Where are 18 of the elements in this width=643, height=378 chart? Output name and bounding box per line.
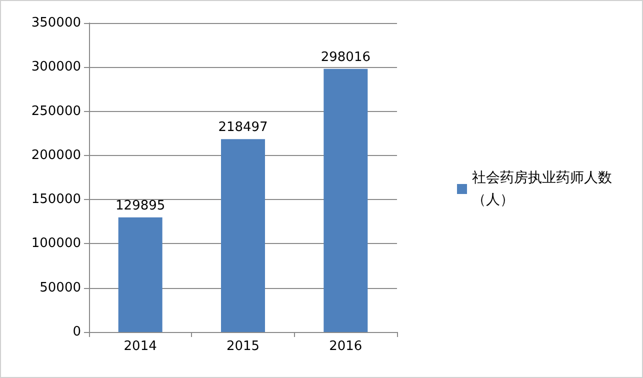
bar	[324, 68, 368, 332]
bar	[221, 139, 265, 332]
y-tick-label: 150000	[31, 192, 81, 208]
x-tick-label: 2015	[226, 339, 260, 354]
data-label: 129895	[116, 198, 166, 214]
data-label: 298016	[320, 50, 370, 65]
y-tick-label: 250000	[31, 104, 81, 119]
bar	[118, 217, 162, 332]
legend-label: 社会药房执业药师人数（人）	[472, 170, 612, 208]
x-tick-label: 2014	[124, 339, 157, 354]
y-tick-label: 0	[72, 324, 81, 340]
y-tick-label: 200000	[31, 148, 81, 163]
y-tick-label: 300000	[31, 60, 81, 75]
y-tick-label: 350000	[31, 16, 81, 30]
y-tick-label: 50000	[40, 280, 81, 296]
x-tick-label: 2016	[329, 339, 362, 354]
data-label: 218497	[218, 120, 268, 136]
y-tick-label: 100000	[31, 236, 81, 252]
